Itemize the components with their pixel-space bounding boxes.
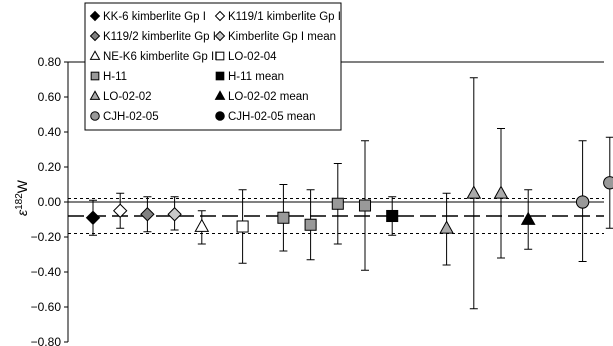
y-tick-label: 0.00	[38, 195, 62, 209]
legend-item: LO-02-02	[89, 90, 152, 103]
legend-label: H-11	[103, 71, 127, 83]
legend-box	[84, 2, 342, 131]
data-point	[439, 220, 454, 234]
legend-marker	[215, 51, 225, 61]
legend-item: CJH-02-05 mean	[215, 111, 316, 123]
legend-label: LO-02-02	[103, 91, 152, 103]
y-axis-label-prefix: ε	[14, 209, 30, 216]
data-point	[140, 207, 155, 222]
legend-marker	[215, 71, 225, 81]
data-markers	[85, 176, 613, 234]
legend-item: LO-02-02 mean	[214, 90, 309, 103]
legend-marker	[89, 30, 101, 42]
legend-label: H-11 mean	[228, 71, 284, 83]
legend-marker	[214, 90, 226, 100]
legend-item: KK-6 kimberlite Gp I	[89, 10, 206, 23]
y-tick-label: 0.60	[38, 90, 62, 104]
y-axis-label-sup: 182	[14, 193, 25, 210]
y-tick-label: −0.80	[31, 335, 62, 346]
legend-marker	[90, 71, 100, 81]
y-axis-label: ε182W	[14, 179, 31, 216]
data-point	[167, 207, 182, 222]
legend-item: Kimberlite Gp I mean	[214, 30, 336, 43]
data-point	[386, 209, 399, 223]
legend-marker	[89, 50, 101, 60]
data-point	[358, 199, 372, 212]
y-tick-label: 0.20	[38, 160, 62, 174]
y-tick-label: 0.80	[38, 55, 62, 69]
data-point	[85, 210, 101, 225]
data-point	[493, 185, 509, 199]
data-point	[236, 220, 249, 233]
legend-label: CJH-02-05 mean	[228, 111, 316, 123]
data-point	[331, 197, 344, 210]
data-point	[603, 176, 613, 190]
legend: KK-6 kimberlite Gp I K119/1 kimberlite Gp…	[84, 2, 342, 131]
legend-label: Kimberlite Gp I mean	[228, 31, 336, 43]
legend-item: H-11	[90, 71, 127, 83]
y-tick-label: −0.60	[31, 300, 62, 314]
y-ticks: 0.80 0.60 0.40 0.20 0.00 −0.20 −0.40 −0.60 −0.80	[31, 55, 68, 346]
legend-marker	[215, 111, 225, 121]
data-point	[575, 195, 590, 209]
legend-label: LO-02-04	[228, 51, 277, 63]
data-point	[194, 218, 210, 232]
legend-item: H-11 mean	[215, 71, 284, 83]
data-point	[520, 211, 536, 225]
data-point	[277, 211, 290, 224]
legend-marker	[214, 30, 226, 42]
legend-marker	[214, 10, 226, 22]
legend-marker	[89, 10, 101, 22]
y-axis-label-suffix: W	[14, 179, 30, 193]
y-tick-label: −0.20	[31, 230, 62, 244]
y-tick-label: −0.40	[31, 265, 62, 279]
y-axis-label-text: ε182W	[14, 179, 31, 216]
legend-label: NE-K6 kimberlite Gp II	[103, 51, 217, 63]
legend-item: K119/2 kimberlite Gp I	[89, 30, 216, 43]
legend-item: NE-K6 kimberlite Gp II	[89, 50, 217, 63]
y-tick-label: 0.40	[38, 125, 62, 139]
legend-label: KK-6 kimberlite Gp I	[103, 11, 206, 23]
legend-label: K119/1 kimberlite Gp I	[228, 11, 341, 23]
legend-item: CJH-02-05	[90, 111, 159, 123]
legend-label: LO-02-02 mean	[228, 91, 309, 103]
legend-marker	[90, 111, 100, 121]
legend-marker	[89, 90, 101, 100]
legend-label: CJH-02-05	[103, 111, 159, 123]
legend-item: K119/1 kimberlite Gp I	[214, 10, 341, 23]
legend-label: K119/2 kimberlite Gp I	[103, 31, 216, 43]
data-point	[112, 203, 128, 218]
data-point	[304, 218, 317, 231]
legend-item: LO-02-04	[215, 51, 277, 63]
data-point	[466, 185, 482, 199]
